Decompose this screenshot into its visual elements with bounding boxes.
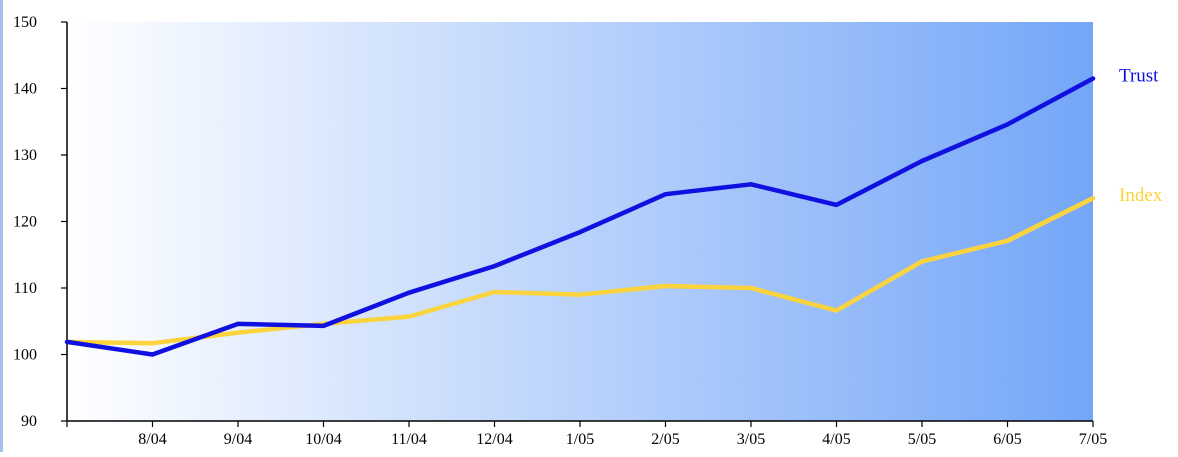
y-tick-label: 90 — [21, 413, 37, 430]
y-tick-label: 120 — [13, 214, 37, 231]
x-tick-label: 10/04 — [305, 431, 341, 448]
x-tick-label: 8/04 — [138, 431, 166, 448]
x-tick-label: 6/05 — [993, 431, 1021, 448]
left-edge-strip — [0, 0, 3, 452]
legend-label-trust: Trust — [1119, 66, 1159, 87]
x-tick-label: 11/04 — [391, 431, 427, 448]
x-tick-label: 5/05 — [908, 431, 936, 448]
legend: Trust Index — [1119, 66, 1163, 207]
y-tick-label: 100 — [13, 347, 37, 364]
x-tick-label: 9/04 — [224, 431, 252, 448]
y-axis-ticks: 90 100 110 120 130 140 150 — [13, 14, 67, 430]
x-tick-label: 3/05 — [737, 431, 765, 448]
y-tick-label: 140 — [13, 81, 37, 98]
x-tick-label: 12/04 — [476, 431, 512, 448]
x-tick-label: 2/05 — [651, 431, 679, 448]
y-tick-label: 150 — [13, 14, 37, 31]
legend-label-index: Index — [1119, 185, 1163, 206]
x-tick-label: 1/05 — [566, 431, 594, 448]
x-tick-label: 4/05 — [822, 431, 850, 448]
x-axis-ticks: 8/04 9/04 10/04 11/04 12/04 1/05 2/05 3/05 4/05 5… — [67, 421, 1107, 448]
plot-area — [67, 22, 1093, 421]
y-tick-label: 110 — [14, 280, 37, 297]
x-tick-label: 7/05 — [1079, 431, 1107, 448]
y-tick-label: 130 — [13, 147, 37, 164]
